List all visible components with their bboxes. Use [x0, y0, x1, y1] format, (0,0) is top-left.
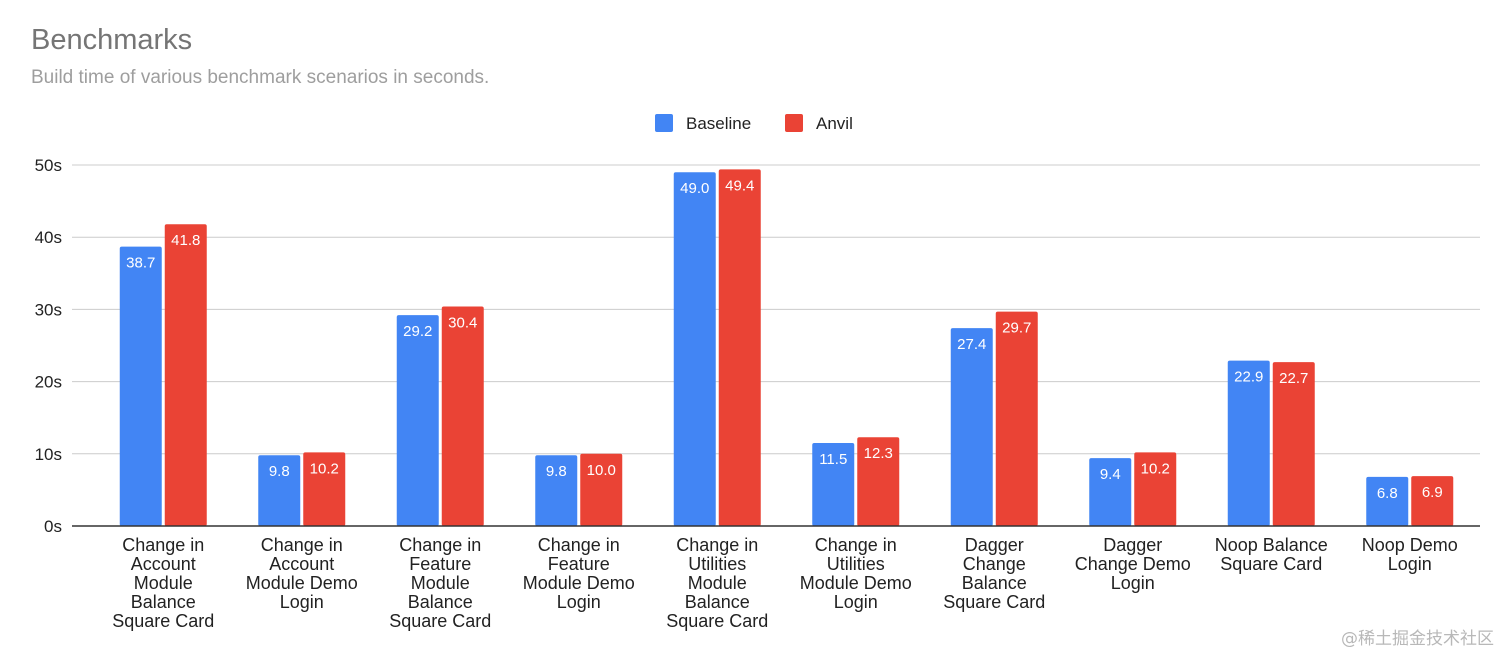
x-tick-label: Change — [963, 554, 1026, 574]
x-tick-label: Square Card — [1220, 554, 1322, 574]
bar-baseline — [812, 442, 855, 526]
x-tick-label: Account — [269, 554, 334, 574]
bar-baseline — [1227, 360, 1270, 526]
data-label: 29.2 — [403, 323, 432, 340]
x-tick-label: Module — [411, 573, 470, 593]
x-tick-label: Dagger — [965, 535, 1024, 555]
x-tick-label: Module — [688, 573, 747, 593]
x-tick-label: Change in — [538, 535, 620, 555]
legend-label: Anvil — [816, 114, 853, 133]
x-tick-label: Change in — [399, 535, 481, 555]
x-tick-label: Square Card — [666, 611, 768, 631]
watermark: @稀土掘金技术社区 — [1341, 629, 1494, 649]
x-tick-label: Change in — [122, 535, 204, 555]
x-tick-label: Login — [1111, 573, 1155, 593]
x-tick-label: Login — [1388, 554, 1432, 574]
legend-swatch — [655, 114, 673, 132]
x-tick-label: Change in — [815, 535, 897, 555]
bar-anvil — [303, 452, 346, 526]
x-tick-label: Module Demo — [800, 573, 912, 593]
chart-subtitle: Build time of various benchmark scenario… — [31, 67, 490, 88]
bar-baseline — [535, 455, 578, 526]
data-label: 30.4 — [448, 315, 477, 332]
bar-baseline — [258, 455, 301, 526]
x-tick-label: Login — [557, 592, 601, 612]
bar-baseline — [396, 315, 439, 526]
x-tick-label: Module Demo — [246, 573, 358, 593]
x-tick-label: Balance — [408, 592, 473, 612]
x-tick-label: Balance — [131, 592, 196, 612]
data-label: 41.8 — [171, 232, 200, 249]
chart-title: Benchmarks — [31, 24, 193, 56]
data-label: 6.9 — [1422, 484, 1443, 501]
data-label: 38.7 — [126, 255, 155, 272]
bar-baseline — [1089, 458, 1132, 526]
y-tick-label: 30s — [35, 300, 62, 319]
y-tick-label: 40s — [35, 228, 62, 247]
x-tick-label: Dagger — [1103, 535, 1162, 555]
data-label: 11.5 — [819, 451, 847, 468]
x-tick-label: Feature — [548, 554, 610, 574]
x-tick-label: Change in — [676, 535, 758, 555]
bar-anvil — [1272, 362, 1315, 526]
bar-anvil — [164, 224, 207, 527]
bar-anvil — [857, 437, 900, 526]
legend-swatch — [785, 114, 803, 132]
x-tick-label: Noop Balance — [1215, 535, 1328, 555]
data-label: 22.7 — [1279, 370, 1308, 387]
x-tick-label: Login — [280, 592, 324, 612]
bar-baseline — [119, 246, 162, 526]
data-label: 27.4 — [957, 336, 986, 353]
x-tick-label: Utilities — [688, 554, 746, 574]
legend-label: Baseline — [686, 114, 751, 133]
x-tick-label: Square Card — [112, 611, 214, 631]
x-tick-label: Account — [131, 554, 196, 574]
data-label: 6.8 — [1377, 485, 1398, 502]
x-tick-label: Feature — [409, 554, 471, 574]
x-tick-label: Noop Demo — [1362, 535, 1458, 555]
y-tick-label: 20s — [35, 373, 62, 392]
data-label: 10.2 — [310, 460, 339, 477]
bar-baseline — [673, 172, 716, 526]
y-tick-label: 10s — [35, 445, 62, 464]
bar-anvil — [718, 169, 761, 526]
bar-anvil — [441, 306, 484, 526]
x-tick-label: Module Demo — [523, 573, 635, 593]
data-label: 10.0 — [587, 462, 616, 479]
data-label: 12.3 — [864, 445, 893, 462]
y-tick-label: 50s — [35, 156, 62, 175]
data-label: 10.2 — [1141, 460, 1170, 477]
bar-baseline — [1366, 476, 1409, 526]
x-tick-label: Balance — [962, 573, 1027, 593]
data-label: 49.0 — [680, 180, 709, 197]
data-label: 29.7 — [1002, 320, 1031, 337]
bar-anvil — [580, 453, 623, 526]
x-tick-label: Change Demo — [1075, 554, 1191, 574]
data-label: 9.8 — [546, 463, 567, 480]
data-label: 49.4 — [725, 177, 754, 194]
x-tick-label: Balance — [685, 592, 750, 612]
x-tick-label: Utilities — [827, 554, 885, 574]
data-label: 9.4 — [1100, 466, 1121, 483]
x-tick-label: Module — [134, 573, 193, 593]
x-tick-label: Change in — [261, 535, 343, 555]
x-tick-label: Square Card — [943, 592, 1045, 612]
x-tick-label: Square Card — [389, 611, 491, 631]
data-label: 9.8 — [269, 463, 290, 480]
bar-baseline — [950, 328, 993, 526]
bar-anvil — [1134, 452, 1177, 526]
bar-anvil — [1411, 476, 1454, 526]
bar-anvil — [995, 311, 1038, 526]
y-tick-label: 0s — [44, 517, 62, 536]
x-tick-label: Login — [834, 592, 878, 612]
data-label: 22.9 — [1234, 369, 1263, 386]
